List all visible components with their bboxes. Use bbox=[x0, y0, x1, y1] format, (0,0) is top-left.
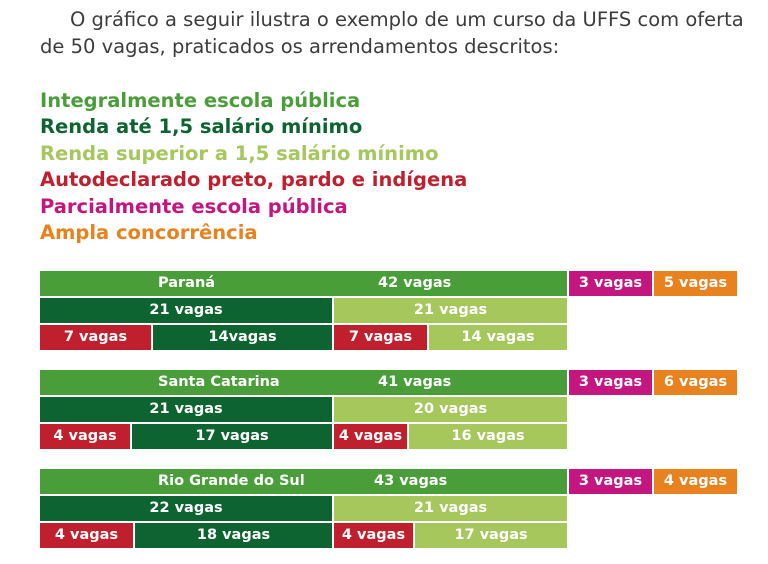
row-income: 21 vagas 21 vagas bbox=[40, 298, 567, 323]
cell-integral bbox=[40, 271, 567, 296]
row-top: Rio Grande do Sul 43 vagas 3 vagas 4 vag… bbox=[40, 469, 737, 494]
row-income: 22 vagas 21 vagas bbox=[40, 496, 567, 521]
cell-ampla: 6 vagas bbox=[654, 370, 737, 395]
row-top: Santa Catarina 41 vagas 3 vagas 6 vagas bbox=[40, 370, 737, 395]
cell-renda-superior: 20 vagas bbox=[334, 397, 567, 422]
state-name: Paraná bbox=[158, 275, 216, 291]
cell-ppi-ate: 7 vagas bbox=[40, 325, 151, 350]
block-parana: Paraná 42 vagas 3 vagas 5 vagas 21 vagas… bbox=[40, 271, 737, 353]
legend-renda-superior: Renda superior a 1,5 salário mínimo bbox=[40, 141, 439, 165]
cell-ppi-ate: 4 vagas bbox=[40, 424, 130, 449]
legend-renda-ate: Renda até 1,5 salário mínimo bbox=[40, 115, 363, 139]
row-ppi: 4 vagas 17 vagas 4 vagas 16 vagas bbox=[40, 424, 567, 449]
cell-renda-ate: 21 vagas bbox=[40, 298, 332, 323]
state-name: Rio Grande do Sul bbox=[158, 473, 305, 489]
cell-parcial: 3 vagas bbox=[569, 469, 652, 494]
cell-outros-superior: 14 vagas bbox=[429, 325, 567, 350]
block-rio-grande-do-sul: Rio Grande do Sul 43 vagas 3 vagas 4 vag… bbox=[40, 469, 737, 551]
legend-ppi: Autodeclarado preto, pardo e indígena bbox=[40, 168, 468, 192]
cell-parcial: 3 vagas bbox=[569, 370, 652, 395]
row-ppi: 7 vagas 14vagas 7 vagas 14 vagas bbox=[40, 325, 567, 350]
integral-value: 42 vagas bbox=[378, 275, 452, 291]
cell-renda-superior: 21 vagas bbox=[334, 496, 567, 521]
legend-integral: Integralmente escola pública bbox=[40, 89, 361, 112]
cell-ppi-ate: 4 vagas bbox=[40, 523, 133, 548]
row-income: 21 vagas 20 vagas bbox=[40, 397, 567, 422]
cell-outros-ate: 18 vagas bbox=[135, 523, 332, 548]
cell-renda-superior: 21 vagas bbox=[334, 298, 567, 323]
legend-ampla: Ampla concorrência bbox=[40, 221, 258, 245]
integral-value: 41 vagas bbox=[378, 374, 452, 390]
cell-outros-ate: 17 vagas bbox=[132, 424, 332, 449]
cell-ppi-superior: 4 vagas bbox=[334, 424, 407, 449]
cell-outros-superior: 17 vagas bbox=[415, 523, 567, 548]
cell-integral bbox=[40, 469, 567, 494]
row-ppi: 4 vagas 18 vagas 4 vagas 17 vagas bbox=[40, 523, 567, 548]
cell-ampla: 4 vagas bbox=[654, 469, 737, 494]
integral-value: 43 vagas bbox=[374, 473, 448, 489]
row-top: Paraná 42 vagas 3 vagas 5 vagas bbox=[40, 271, 737, 296]
intro-paragraph: O gráfico a seguir ilustra o exemplo de … bbox=[40, 8, 744, 58]
cell-integral bbox=[40, 370, 567, 395]
cell-outros-ate: 14vagas bbox=[153, 325, 332, 350]
cell-ppi-superior: 4 vagas bbox=[334, 523, 413, 548]
cell-renda-ate: 22 vagas bbox=[40, 496, 332, 521]
cell-renda-ate: 21 vagas bbox=[40, 397, 332, 422]
legend-parcial: Parcialmente escola pública bbox=[40, 194, 348, 218]
legend: Integralmente escola pública Renda até 1… bbox=[40, 88, 467, 246]
cell-outros-superior: 16 vagas bbox=[409, 424, 567, 449]
cell-ampla: 5 vagas bbox=[654, 271, 737, 296]
state-name: Santa Catarina bbox=[158, 374, 280, 390]
block-santa-catarina: Santa Catarina 41 vagas 3 vagas 6 vagas … bbox=[40, 370, 737, 452]
cell-parcial: 3 vagas bbox=[569, 271, 652, 296]
cell-ppi-superior: 7 vagas bbox=[334, 325, 427, 350]
